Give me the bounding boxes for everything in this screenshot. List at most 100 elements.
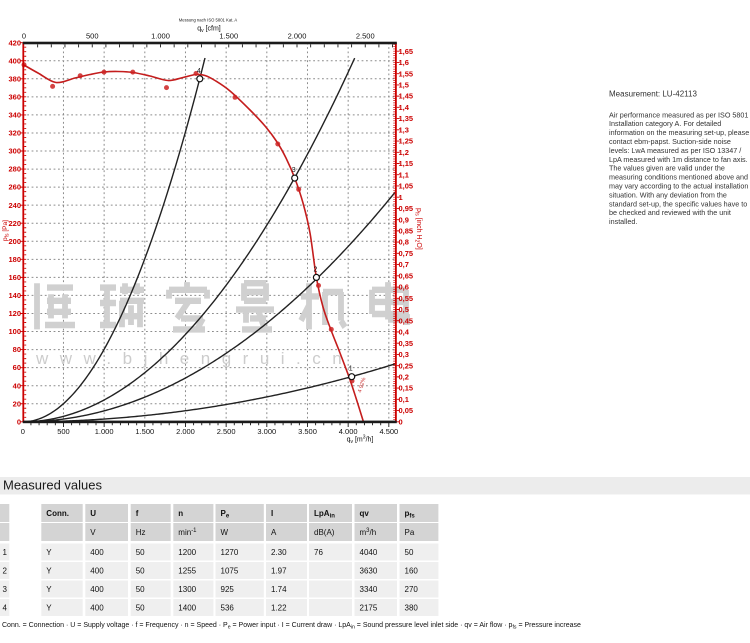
svg-text:Pa: Pa (405, 528, 415, 537)
svg-text:Installation category A. For d: Installation category A. For detailed (609, 119, 721, 128)
svg-text:qv: qv (360, 509, 370, 518)
svg-text:A: A (271, 528, 277, 537)
svg-text:1,6: 1,6 (399, 58, 409, 67)
svg-text:0,95: 0,95 (399, 204, 414, 213)
svg-text:3: 3 (3, 585, 8, 594)
svg-text:4: 4 (197, 68, 201, 75)
svg-text:Y: Y (46, 548, 52, 557)
svg-text:0,1: 0,1 (399, 395, 409, 404)
svg-text:Y: Y (46, 603, 52, 612)
svg-text:100: 100 (8, 327, 21, 336)
svg-text:4: 4 (3, 603, 8, 612)
svg-text:0: 0 (22, 31, 26, 40)
svg-text:1200: 1200 (178, 548, 196, 557)
svg-text:400: 400 (90, 603, 104, 612)
svg-text:50: 50 (136, 585, 145, 594)
svg-text:1075: 1075 (221, 566, 239, 575)
svg-text:1,5: 1,5 (399, 80, 409, 89)
svg-text:Air performance measured as pe: Air performance measured as per ISO 5801 (609, 110, 748, 119)
svg-text:400: 400 (90, 566, 104, 575)
svg-text:4.000: 4.000 (339, 427, 358, 436)
svg-text:Measurement: LU-42113: Measurement: LU-42113 (609, 90, 697, 99)
svg-text:4 92%: 4 92% (357, 377, 367, 394)
svg-text:500: 500 (86, 31, 99, 40)
svg-text:1255: 1255 (178, 566, 196, 575)
svg-text:1,35: 1,35 (399, 114, 414, 123)
svg-text:be checked and reviewed with t: be checked and reviewed with the unit (609, 208, 731, 217)
svg-text:260: 260 (8, 183, 21, 192)
svg-text:situation. With any deviation: situation. With any deviation from the (609, 190, 727, 199)
svg-text:Messung nach ISO 5801 Kat. A: Messung nach ISO 5801 Kat. A (179, 18, 238, 23)
svg-text:n: n (178, 509, 183, 518)
svg-text:0,7: 0,7 (399, 260, 409, 269)
svg-text:Measured values: Measured values (3, 478, 102, 493)
svg-text:standard set-up, the specific: standard set-up, the specific values hav… (609, 199, 747, 208)
svg-text:120: 120 (8, 309, 21, 318)
svg-text:500: 500 (57, 427, 70, 436)
svg-text:300: 300 (8, 147, 21, 156)
svg-text:pfs [Pa]: pfs [Pa] (2, 220, 11, 241)
svg-text:V: V (90, 528, 96, 537)
svg-text:1,55: 1,55 (399, 69, 414, 78)
svg-text:1: 1 (349, 366, 353, 373)
svg-text:80: 80 (13, 345, 21, 354)
svg-text:1.500: 1.500 (135, 427, 154, 436)
svg-text:0,9: 0,9 (399, 215, 409, 224)
svg-text:Conn.: Conn. (46, 509, 69, 518)
svg-text:380: 380 (405, 603, 419, 612)
svg-text:420: 420 (8, 38, 21, 47)
svg-text:1.74: 1.74 (271, 585, 287, 594)
svg-text:2.000: 2.000 (176, 427, 195, 436)
svg-text:0,3: 0,3 (399, 350, 409, 359)
svg-text:340: 340 (8, 111, 21, 120)
svg-text:0,5: 0,5 (399, 305, 409, 314)
svg-text:240: 240 (8, 201, 21, 210)
svg-text:3340: 3340 (360, 585, 378, 594)
svg-text:0: 0 (399, 417, 403, 426)
svg-text:3.500: 3.500 (298, 427, 317, 436)
svg-text:0,85: 0,85 (399, 226, 414, 235)
svg-text:3.000: 3.000 (257, 427, 276, 436)
svg-text:925: 925 (221, 585, 235, 594)
svg-text:installed.: installed. (609, 217, 637, 226)
svg-text:1.97: 1.97 (271, 566, 287, 575)
svg-text:0,35: 0,35 (399, 339, 414, 348)
svg-text:The values given are valid und: The values given are valid under the (609, 164, 725, 173)
svg-text:20: 20 (13, 399, 21, 408)
svg-text:0,8: 0,8 (399, 238, 409, 247)
svg-text:270: 270 (405, 585, 419, 594)
svg-text:360: 360 (8, 92, 21, 101)
svg-text:www.bjhengrui.cn: www.bjhengrui.cn (35, 349, 353, 368)
svg-text:1.500: 1.500 (219, 31, 238, 40)
svg-text:3630: 3630 (360, 566, 378, 575)
svg-text:320: 320 (8, 129, 21, 138)
svg-text:information on the measuring s: information on the measuring set-up, ple… (609, 128, 749, 137)
svg-text:1,15: 1,15 (399, 159, 414, 168)
svg-text:4.500: 4.500 (379, 427, 398, 436)
svg-text:76: 76 (314, 548, 323, 557)
svg-text:200: 200 (8, 237, 21, 246)
svg-text:0,2: 0,2 (399, 372, 409, 381)
svg-text:1,45: 1,45 (399, 92, 414, 101)
svg-text:180: 180 (8, 255, 21, 264)
svg-text:0: 0 (21, 427, 25, 436)
svg-text:0,45: 0,45 (399, 316, 414, 325)
svg-text:400: 400 (90, 548, 104, 557)
svg-text:1.000: 1.000 (151, 31, 170, 40)
svg-text:LpA measured with 1m distance: LpA measured with 1m distance to fan axi… (609, 155, 748, 164)
svg-text:50: 50 (136, 548, 145, 557)
svg-text:f: f (136, 509, 139, 518)
svg-text:50: 50 (136, 566, 145, 575)
svg-text:400: 400 (8, 56, 21, 65)
svg-text:pfs: pfs (405, 509, 416, 520)
svg-text:160: 160 (405, 566, 419, 575)
svg-text:1,2: 1,2 (399, 148, 409, 157)
svg-text:qv [m3/h]: qv [m3/h] (347, 435, 374, 446)
svg-text:1,25: 1,25 (399, 137, 414, 146)
svg-text:pfs [inch H2O]: pfs [inch H2O] (414, 208, 423, 250)
svg-text:2.30: 2.30 (271, 548, 287, 557)
svg-text:2.500: 2.500 (217, 427, 236, 436)
svg-text:60: 60 (13, 363, 21, 372)
svg-text:2.000: 2.000 (288, 31, 307, 40)
svg-text:may vary according to the actu: may vary according to the actual install… (609, 182, 748, 191)
